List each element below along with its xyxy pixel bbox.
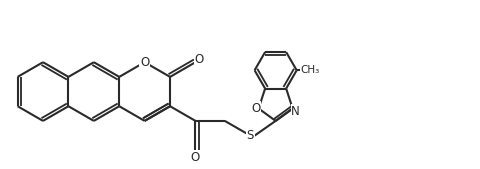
Text: O: O (251, 102, 260, 115)
Text: N: N (290, 105, 299, 118)
Text: O: O (194, 53, 204, 66)
Text: S: S (246, 129, 253, 142)
Text: CH₃: CH₃ (300, 65, 319, 75)
Text: O: O (140, 56, 149, 69)
Text: O: O (191, 151, 200, 164)
